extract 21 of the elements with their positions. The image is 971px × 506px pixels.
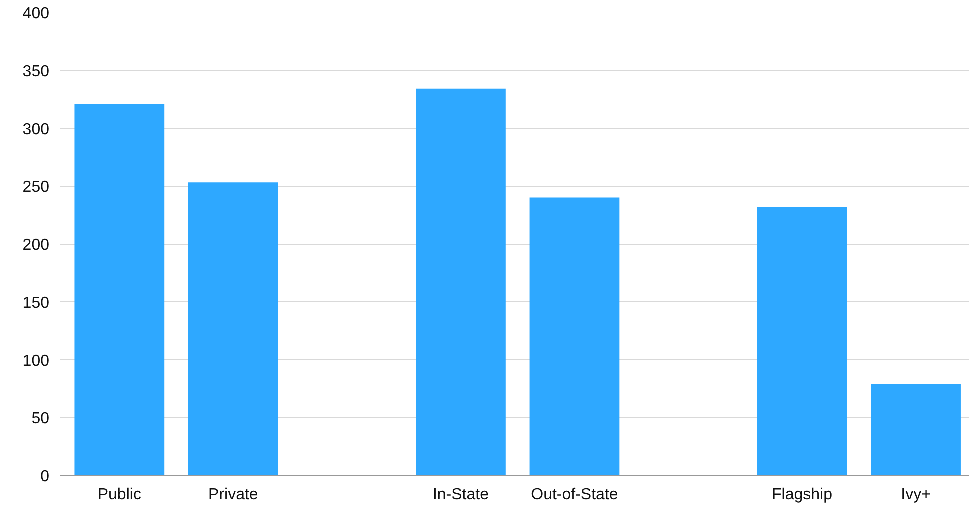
x-tick-label: Ivy+ (901, 486, 931, 504)
bar (416, 88, 506, 476)
y-tick-label: 400 (22, 6, 50, 22)
y-tick-label: 350 (22, 63, 50, 80)
bar (871, 384, 961, 476)
y-tick-label: 100 (22, 352, 50, 370)
y-tick-label: 300 (22, 121, 50, 138)
x-tick-label: Out-of-State (531, 486, 618, 504)
bar (757, 206, 848, 476)
x-tick-label: Flagship (772, 486, 833, 504)
y-tick-label: 200 (22, 237, 50, 254)
y-tick-label: 150 (22, 294, 50, 312)
y-tick-label: 250 (22, 179, 50, 196)
x-tick-label: Private (208, 486, 258, 504)
y-tick-label: 0 (40, 468, 50, 486)
bar (530, 198, 620, 476)
x-tick-label: Public (98, 486, 142, 504)
y-tick-label: 50 (32, 410, 50, 428)
x-tick-label: In-State (432, 486, 490, 504)
bar (188, 182, 278, 476)
bar (74, 104, 165, 476)
